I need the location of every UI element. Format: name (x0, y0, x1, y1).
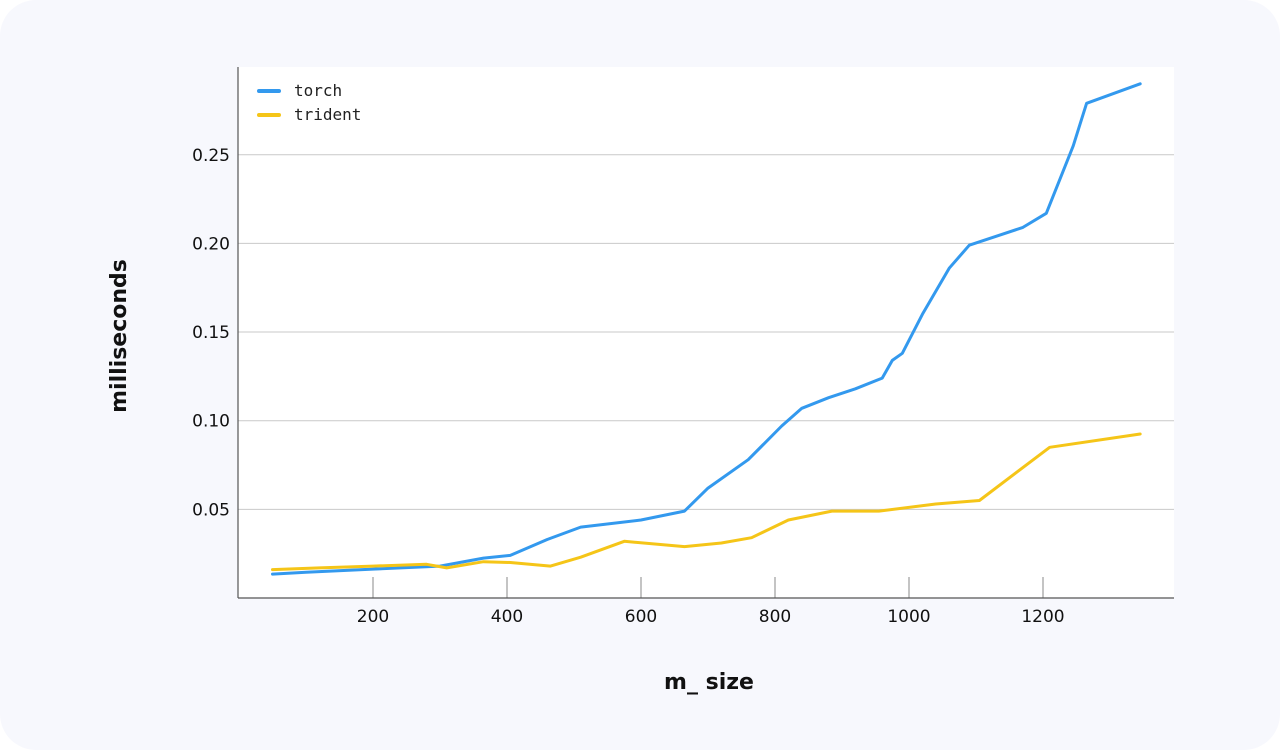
y-tick-label: 0.25 (192, 146, 230, 166)
x-tick-label: 800 (759, 607, 791, 627)
x-axis-title: m_ size (664, 670, 754, 695)
x-tick-label: 600 (625, 607, 657, 627)
x-tick-label: 400 (491, 607, 523, 627)
gridlines: 0.05 0.10 0.15 0.20 0.25 (192, 146, 1174, 520)
x-tick-label: 1000 (887, 607, 930, 627)
y-tick-label: 0.20 (192, 234, 230, 254)
y-tick-label: 0.05 (192, 500, 230, 520)
y-tick-label: 0.10 (192, 412, 230, 432)
legend-label-torch: torch (294, 81, 342, 100)
y-tick-label: 0.15 (192, 323, 230, 343)
series-line-trident (271, 432, 1142, 572)
x-tick-label: 200 (357, 607, 389, 627)
legend: torch trident (257, 81, 361, 124)
series-line-torch (271, 82, 1142, 576)
x-tick-label: 1200 (1021, 607, 1064, 627)
series-layer (271, 82, 1142, 576)
y-axis-title: milliseconds (107, 259, 132, 413)
x-axis-ticks: 200 400 600 800 1000 1200 (357, 577, 1065, 627)
legend-label-trident: trident (294, 105, 361, 124)
